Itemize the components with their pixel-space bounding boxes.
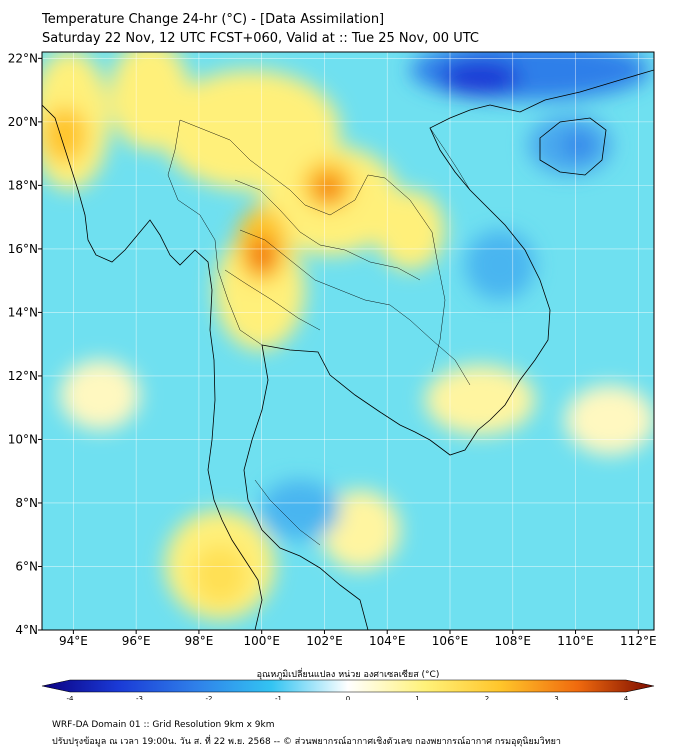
colorbar-tick-label: -4 [67, 695, 75, 700]
hot-core-myanmar [43, 107, 87, 163]
colorbar-ticks: -4 -3 -2 -1 0 1 2 3 4 [67, 695, 629, 700]
cool-region-malay [260, 480, 340, 540]
thailand-border-north-east [179, 119, 446, 373]
internal-border-2 [239, 229, 391, 306]
footer-credit: ปรับปรุงข้อมูล ณ เวลา 19:00น. วัน ส. ที่… [52, 737, 561, 747]
coast-south-china [489, 69, 654, 113]
colorbar-tick-label: 4 [624, 695, 629, 700]
latitude-label: 18°N [8, 178, 38, 192]
colorbar [41, 679, 655, 693]
chart-subtitle: Saturday 22 Nov, 12 UTC FCST+060, Valid … [42, 31, 479, 46]
hot-core-andaman [192, 545, 248, 605]
colorbar-tick-label: -3 [136, 695, 143, 700]
cold-core-hainan [564, 133, 592, 157]
colorbar-tick-label: -2 [206, 695, 213, 700]
latitude-label: 22°N [8, 51, 38, 65]
longitude-label: 106°E [432, 634, 469, 648]
latitude-label: 12°N [8, 369, 38, 383]
longitude-label: 98°E [184, 634, 213, 648]
internal-border-1 [234, 179, 421, 281]
colorbar-title: อุณหภูมิเปลี่ยนแปลง หน่วย องศาเซลเซียส (… [256, 670, 440, 680]
warm-region-east-sea [565, 385, 654, 455]
anomaly-field [42, 52, 654, 620]
colorbar-tick-label: 3 [554, 695, 558, 700]
longitude-label: 110°E [557, 634, 594, 648]
latitude-label: 16°N [8, 242, 38, 256]
colorbar-tick-label: 2 [485, 695, 489, 700]
latitude-label: 6°N [15, 559, 38, 573]
latitude-label: 4°N [15, 623, 38, 637]
province-borders [167, 119, 471, 546]
colorbar-tick-label: 0 [346, 695, 350, 700]
longitude-label: 102°E [306, 634, 343, 648]
vietnam-border [429, 127, 471, 191]
cambodia-border [389, 304, 471, 386]
footer-model-info: WRF-DA Domain 01 :: Grid Resolution 9km … [52, 720, 275, 730]
malaysia-border [254, 479, 321, 546]
graticule [42, 52, 654, 630]
colorbar-tick-label: 1 [415, 695, 419, 700]
internal-border-3 [224, 269, 321, 331]
cold-core-south-china [440, 60, 520, 96]
longitude-label: 108°E [495, 634, 532, 648]
longitude-label: 100°E [243, 634, 280, 648]
chart-title: Temperature Change 24-hr (°C) - [Data As… [42, 12, 385, 27]
coast-gulf-west [243, 344, 369, 630]
longitude-label: 112°E [620, 634, 657, 648]
longitude-label: 96°E [122, 634, 151, 648]
warm-region-cambodia [425, 365, 535, 435]
longitude-labels: 94°E 96°E 98°E 100°E 102°E 104°E 106°E 108°E 110… [59, 630, 657, 648]
coast-hainan [539, 117, 607, 176]
temperature-change-map[interactable]: 22°N 20°N 18°N 16°N 14°N 12°N 10°N 8°N 6°N 4°N 94… [0, 0, 676, 700]
coast-andaman [42, 104, 263, 630]
longitude-label: 94°E [59, 634, 88, 648]
latitude-label: 14°N [8, 305, 38, 319]
warm-region-isan [375, 190, 445, 270]
latitude-label: 20°N [8, 115, 38, 129]
latitude-label: 10°N [8, 432, 38, 446]
latitude-labels: 22°N 20°N 18°N 16°N 14°N 12°N 10°N 8°N 6°N 4°N [8, 51, 42, 637]
warm-region-andaman-north [60, 360, 140, 430]
cool-region-vietnam [465, 230, 535, 300]
coastline [42, 69, 654, 630]
coast-indochina [261, 104, 551, 456]
colorbar-tick-label: -1 [275, 695, 282, 700]
hot-spot-north-thailand [250, 237, 274, 273]
map-frame [41, 51, 655, 631]
longitude-label: 104°E [369, 634, 406, 648]
latitude-label: 8°N [15, 496, 38, 510]
thailand-border-west [167, 119, 263, 346]
hot-spot-laos [316, 176, 340, 200]
